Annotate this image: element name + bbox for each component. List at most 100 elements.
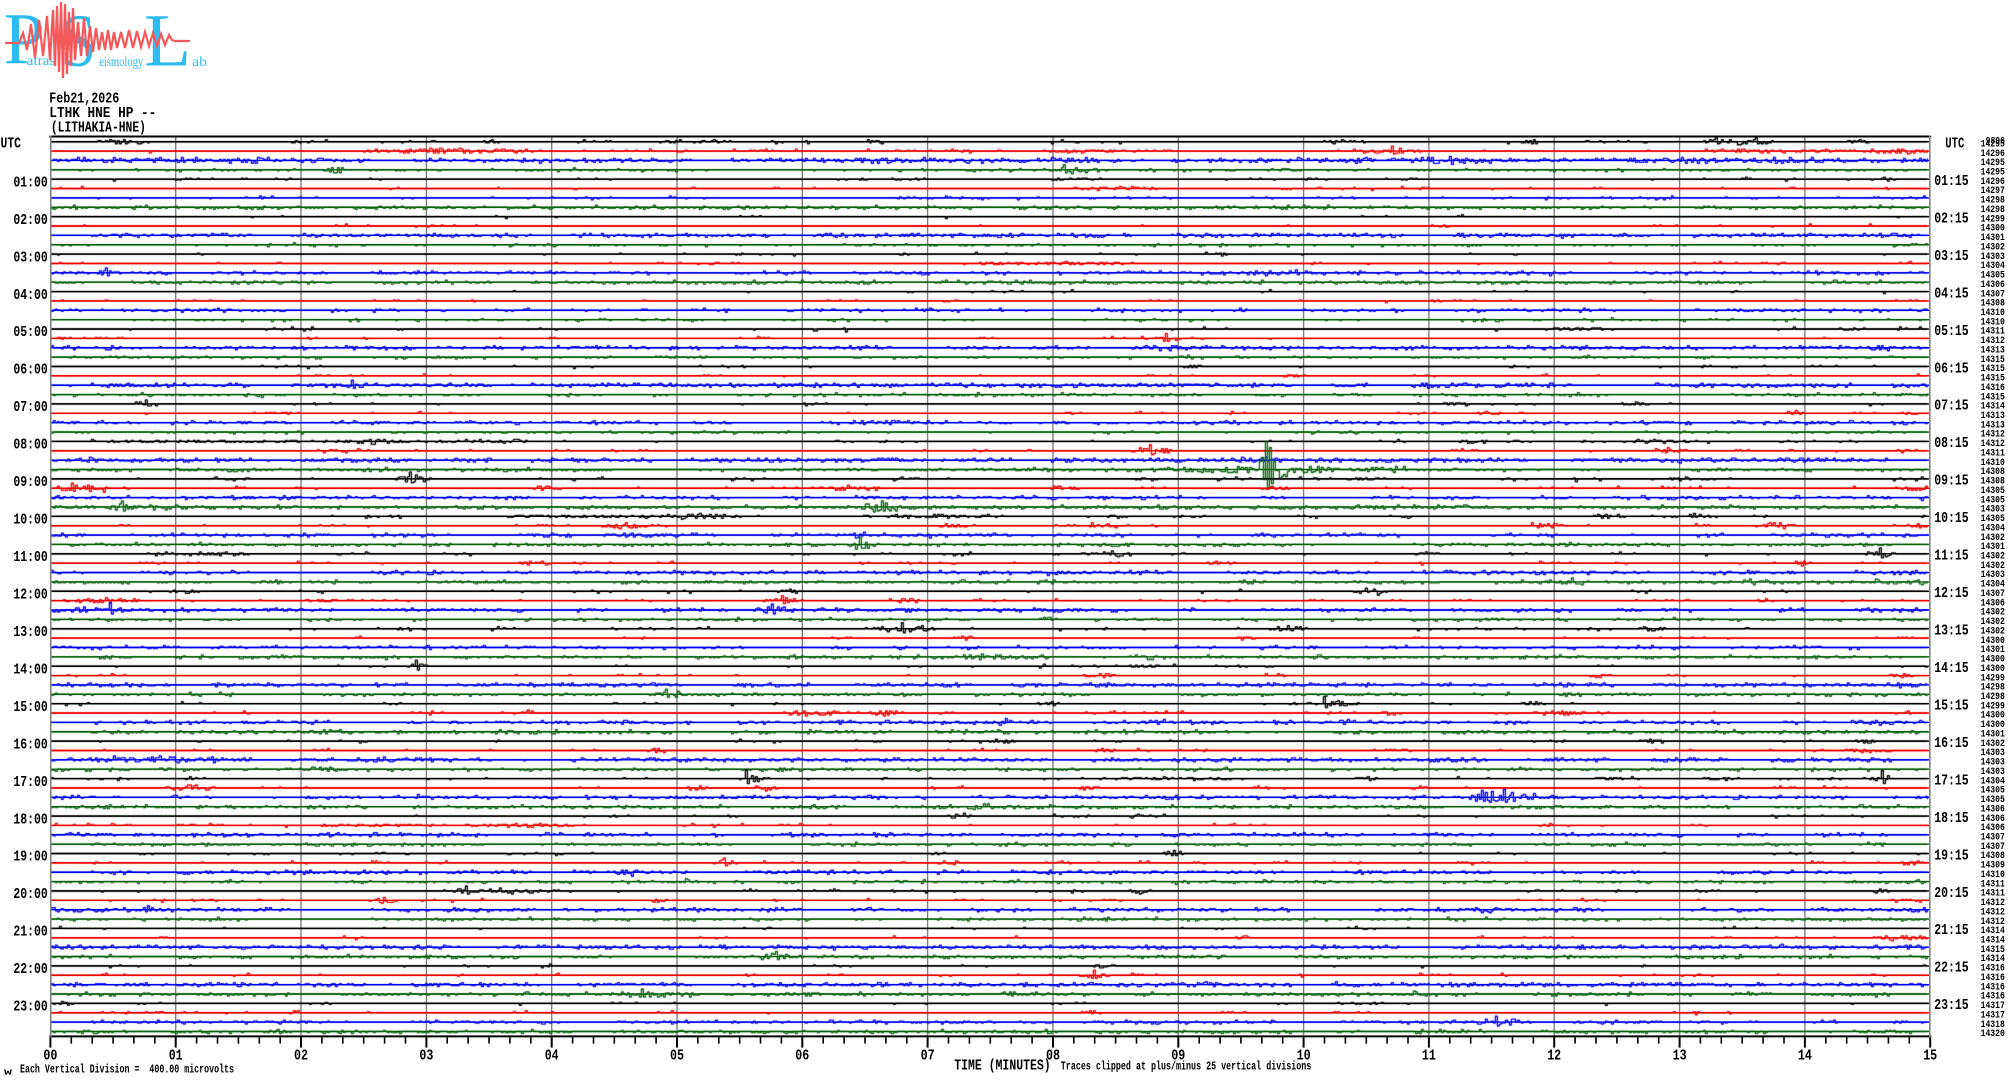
svg-text:05: 05 bbox=[670, 1048, 684, 1065]
svg-text:14304: 14304 bbox=[1981, 261, 2005, 272]
svg-text:09:15: 09:15 bbox=[1934, 473, 1969, 490]
svg-text:Feb21,2026: Feb21,2026 bbox=[49, 91, 119, 108]
svg-text:14308: 14308 bbox=[1981, 477, 2005, 488]
svg-text:23:00: 23:00 bbox=[13, 999, 47, 1016]
svg-text:14316: 14316 bbox=[1981, 383, 2005, 394]
svg-text:14302: 14302 bbox=[1981, 617, 2005, 628]
svg-text:15:15: 15:15 bbox=[1934, 698, 1969, 715]
svg-text:20:00: 20:00 bbox=[13, 886, 47, 903]
svg-text:14297: 14297 bbox=[1981, 186, 2005, 197]
svg-text:14315: 14315 bbox=[1981, 374, 2005, 385]
svg-text:14316: 14316 bbox=[1981, 964, 2005, 975]
svg-text:07: 07 bbox=[921, 1048, 935, 1065]
svg-text:13:00: 13:00 bbox=[13, 624, 47, 641]
svg-text:03:00: 03:00 bbox=[13, 249, 47, 266]
svg-text:14:15: 14:15 bbox=[1934, 660, 1969, 677]
svg-text:14308: 14308 bbox=[1981, 299, 2005, 310]
svg-text:14313: 14313 bbox=[1981, 411, 2005, 422]
svg-text:14298: 14298 bbox=[1981, 205, 2005, 216]
svg-text:22:00: 22:00 bbox=[13, 961, 47, 978]
svg-text:14295: 14295 bbox=[1981, 158, 2005, 169]
svg-text:14318: 14318 bbox=[1981, 1020, 2005, 1031]
svg-text:11:15: 11:15 bbox=[1934, 548, 1969, 565]
svg-text:LTHK HNE HP --: LTHK HNE HP -- bbox=[49, 105, 156, 122]
svg-text:14303: 14303 bbox=[1981, 767, 2005, 778]
svg-text:14310: 14310 bbox=[1981, 870, 2005, 881]
svg-text:03: 03 bbox=[419, 1048, 433, 1065]
svg-text:14:00: 14:00 bbox=[13, 661, 47, 678]
svg-text:9896: 9896 bbox=[1986, 136, 2005, 147]
svg-text:20:15: 20:15 bbox=[1934, 885, 1969, 902]
svg-text:Traces clipped at plus/minus 2: Traces clipped at plus/minus 25 vertical… bbox=[1061, 1060, 1312, 1073]
svg-text:07:00: 07:00 bbox=[13, 399, 47, 416]
svg-text:14302: 14302 bbox=[1981, 739, 2005, 750]
svg-text:09:00: 09:00 bbox=[13, 474, 47, 491]
svg-text:14299: 14299 bbox=[1981, 214, 2005, 225]
svg-text:14316: 14316 bbox=[1981, 992, 2005, 1003]
svg-text:14303: 14303 bbox=[1981, 748, 2005, 759]
svg-text:14302: 14302 bbox=[1981, 242, 2005, 253]
svg-text:14317: 14317 bbox=[1981, 1001, 2005, 1012]
svg-text:16:15: 16:15 bbox=[1934, 735, 1969, 752]
svg-text:18:00: 18:00 bbox=[13, 811, 47, 828]
svg-text:14: 14 bbox=[1798, 1048, 1812, 1065]
svg-text:14306: 14306 bbox=[1981, 598, 2005, 609]
svg-text:23:15: 23:15 bbox=[1934, 997, 1969, 1014]
svg-text:14312: 14312 bbox=[1981, 907, 2005, 918]
svg-text:02:00: 02:00 bbox=[13, 212, 47, 229]
svg-text:12:00: 12:00 bbox=[13, 587, 47, 604]
svg-text:14301: 14301 bbox=[1981, 730, 2005, 741]
svg-text:07:15: 07:15 bbox=[1934, 398, 1969, 415]
svg-text:01:00: 01:00 bbox=[13, 174, 47, 191]
svg-text:02: 02 bbox=[294, 1048, 308, 1065]
svg-text:13:15: 13:15 bbox=[1934, 623, 1969, 640]
svg-text:14316: 14316 bbox=[1981, 973, 2005, 984]
svg-text:14315: 14315 bbox=[1981, 945, 2005, 956]
svg-text:14305: 14305 bbox=[1981, 495, 2005, 506]
svg-text:13: 13 bbox=[1673, 1048, 1687, 1065]
svg-text:14320: 14320 bbox=[1981, 1029, 2005, 1040]
svg-text:w: w bbox=[4, 1068, 13, 1078]
svg-text:06: 06 bbox=[795, 1048, 809, 1065]
svg-text:14309: 14309 bbox=[1981, 861, 2005, 872]
svg-text:14304: 14304 bbox=[1981, 523, 2005, 534]
svg-text:21:15: 21:15 bbox=[1934, 922, 1969, 939]
svg-text:TIME (MINUTES): TIME (MINUTES) bbox=[954, 1057, 1050, 1074]
svg-text:14302: 14302 bbox=[1981, 552, 2005, 563]
svg-text:14299: 14299 bbox=[1981, 673, 2005, 684]
svg-text:12:15: 12:15 bbox=[1934, 585, 1969, 602]
svg-text:14311: 14311 bbox=[1981, 889, 2005, 900]
svg-text:14314: 14314 bbox=[1981, 926, 2005, 937]
svg-text:14296: 14296 bbox=[1981, 177, 2005, 188]
svg-text:14302: 14302 bbox=[1981, 608, 2005, 619]
svg-text:14311: 14311 bbox=[1981, 327, 2005, 338]
svg-text:14317: 14317 bbox=[1981, 1010, 2005, 1021]
svg-text:14312: 14312 bbox=[1981, 336, 2005, 347]
svg-text:14299: 14299 bbox=[1981, 701, 2005, 712]
svg-text:14314: 14314 bbox=[1981, 402, 2005, 413]
svg-text:14306: 14306 bbox=[1981, 280, 2005, 291]
svg-text:14303: 14303 bbox=[1981, 252, 2005, 263]
svg-text:14305: 14305 bbox=[1981, 486, 2005, 497]
svg-text:14312: 14312 bbox=[1981, 430, 2005, 441]
svg-text:14310: 14310 bbox=[1981, 458, 2005, 469]
svg-text:04:00: 04:00 bbox=[13, 287, 47, 304]
svg-text:UTC: UTC bbox=[1945, 135, 1964, 152]
svg-text:10: 10 bbox=[1297, 1048, 1311, 1065]
svg-text:14301: 14301 bbox=[1981, 645, 2005, 656]
svg-text:14303: 14303 bbox=[1981, 570, 2005, 581]
svg-text:10:15: 10:15 bbox=[1934, 510, 1969, 527]
svg-text:14302: 14302 bbox=[1981, 626, 2005, 637]
svg-text:15:00: 15:00 bbox=[13, 699, 47, 716]
svg-text:14301: 14301 bbox=[1981, 233, 2005, 244]
svg-text:08: 08 bbox=[1046, 1048, 1060, 1065]
svg-text:11:00: 11:00 bbox=[13, 549, 47, 566]
svg-text:01:15: 01:15 bbox=[1934, 173, 1969, 190]
svg-text:05:00: 05:00 bbox=[13, 324, 47, 341]
svg-text:14300: 14300 bbox=[1981, 655, 2005, 666]
svg-text:14298: 14298 bbox=[1981, 683, 2005, 694]
svg-text:14313: 14313 bbox=[1981, 420, 2005, 431]
svg-text:19:00: 19:00 bbox=[13, 849, 47, 866]
svg-text:08:15: 08:15 bbox=[1934, 435, 1969, 452]
svg-text:14300: 14300 bbox=[1981, 664, 2005, 675]
